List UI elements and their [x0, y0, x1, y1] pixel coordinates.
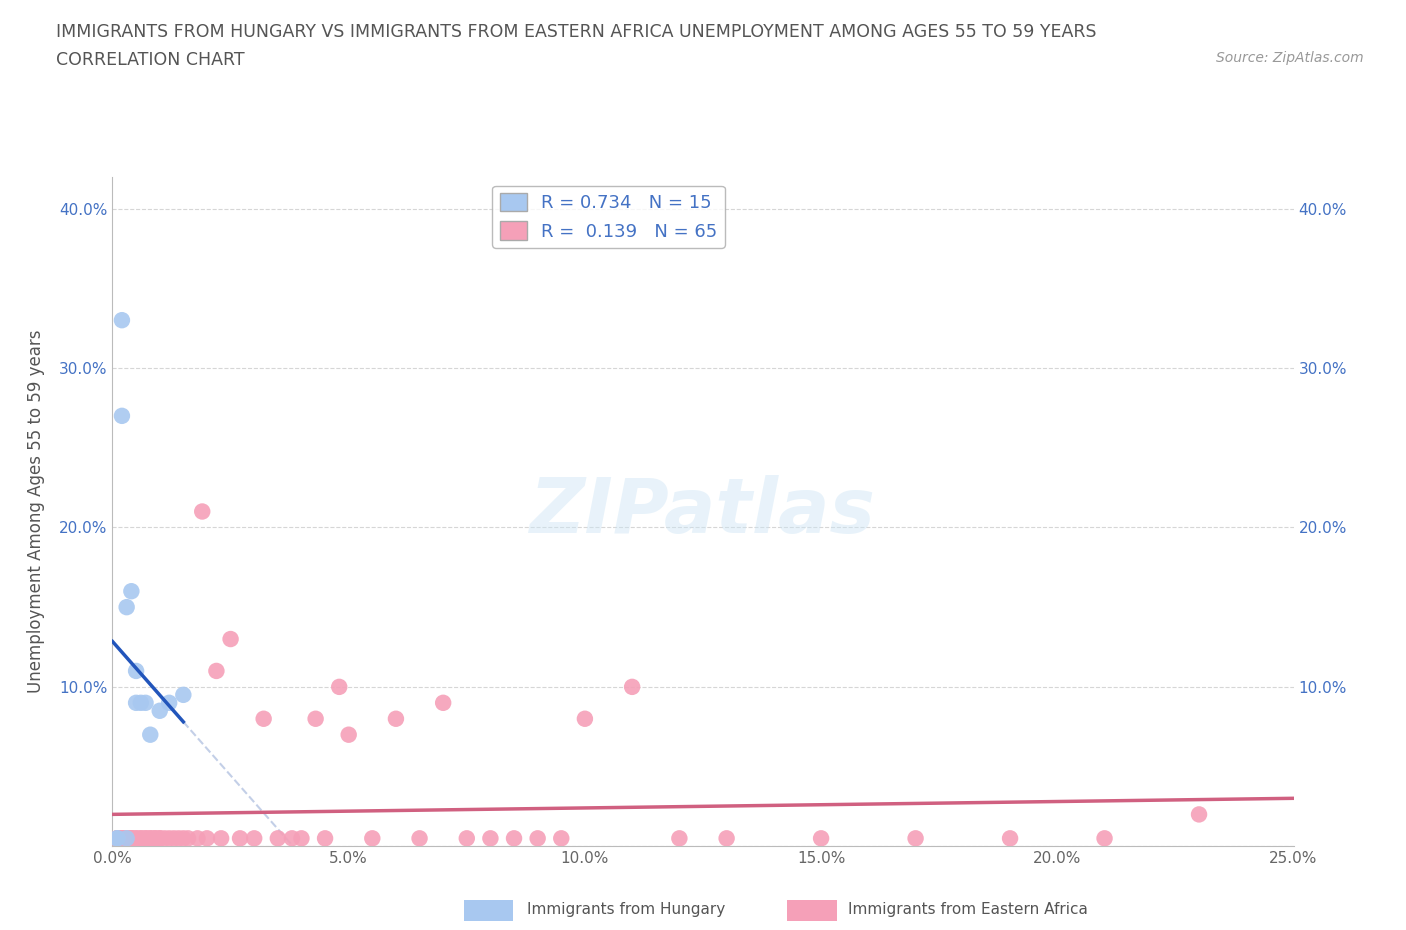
Point [125, 663, 148, 678]
Point [177, 830, 200, 845]
Point [1094, 830, 1116, 845]
Point [810, 830, 832, 845]
Point [129, 830, 152, 845]
Point [135, 830, 157, 845]
Point [111, 830, 134, 845]
Point [503, 830, 526, 845]
Point [195, 830, 218, 845]
Point [105, 830, 128, 845]
Point [621, 680, 644, 695]
Point [267, 830, 290, 845]
Point [167, 830, 190, 845]
Y-axis label: Unemployment Among Ages 55 to 59 years: Unemployment Among Ages 55 to 59 years [27, 330, 45, 693]
Point [105, 830, 128, 845]
Point [432, 696, 454, 711]
Point [139, 830, 162, 845]
Point [105, 830, 128, 845]
Point [111, 830, 134, 845]
Point [115, 830, 138, 845]
Point [139, 727, 162, 742]
Point [143, 830, 166, 845]
Point [281, 830, 304, 845]
Point [479, 830, 502, 845]
Point [105, 830, 128, 845]
Point [135, 830, 157, 845]
Point [668, 830, 690, 845]
Point [205, 663, 228, 678]
Point [149, 830, 172, 845]
Point [149, 830, 172, 845]
Text: CORRELATION CHART: CORRELATION CHART [56, 51, 245, 69]
Point [1188, 807, 1211, 822]
Point [129, 830, 152, 845]
Point [115, 600, 138, 615]
Point [120, 830, 142, 845]
Point [904, 830, 927, 845]
Point [163, 830, 186, 845]
Point [115, 830, 138, 845]
Point [219, 631, 242, 646]
Legend: R = 0.734   N = 15, R =  0.139   N = 65: R = 0.734 N = 15, R = 0.139 N = 65 [492, 186, 724, 248]
Point [157, 696, 180, 711]
Point [111, 408, 134, 423]
Point [125, 830, 148, 845]
Point [139, 830, 162, 845]
Point [361, 830, 384, 845]
Point [172, 687, 194, 702]
Point [149, 703, 172, 718]
Text: Immigrants from Hungary: Immigrants from Hungary [527, 902, 725, 917]
Point [153, 830, 176, 845]
Point [229, 830, 252, 845]
Point [526, 830, 548, 845]
Text: Source: ZipAtlas.com: Source: ZipAtlas.com [1216, 51, 1364, 65]
Point [998, 830, 1021, 845]
Point [143, 830, 166, 845]
Point [550, 830, 572, 845]
Point [105, 830, 128, 845]
Point [157, 830, 180, 845]
Point [408, 830, 430, 845]
Point [314, 830, 336, 845]
Point [191, 504, 214, 519]
Point [120, 830, 142, 845]
Point [209, 830, 232, 845]
Point [125, 696, 148, 711]
Point [125, 830, 148, 845]
Point [135, 696, 157, 711]
Point [115, 830, 138, 845]
Point [115, 830, 138, 845]
Point [243, 830, 266, 845]
Point [456, 830, 478, 845]
Point [385, 711, 408, 726]
Point [574, 711, 596, 726]
Point [253, 711, 276, 726]
Point [337, 727, 360, 742]
Point [716, 830, 738, 845]
Point [111, 312, 134, 327]
Point [105, 830, 128, 845]
Point [328, 680, 350, 695]
Text: IMMIGRANTS FROM HUNGARY VS IMMIGRANTS FROM EASTERN AFRICA UNEMPLOYMENT AMONG AGE: IMMIGRANTS FROM HUNGARY VS IMMIGRANTS FR… [56, 23, 1097, 41]
Point [120, 830, 142, 845]
Point [172, 830, 194, 845]
Text: ZIPatlas: ZIPatlas [530, 474, 876, 549]
Point [129, 696, 152, 711]
Text: Immigrants from Eastern Africa: Immigrants from Eastern Africa [848, 902, 1088, 917]
Point [290, 830, 312, 845]
Point [186, 830, 208, 845]
Point [120, 584, 142, 599]
Point [111, 830, 134, 845]
Point [304, 711, 326, 726]
